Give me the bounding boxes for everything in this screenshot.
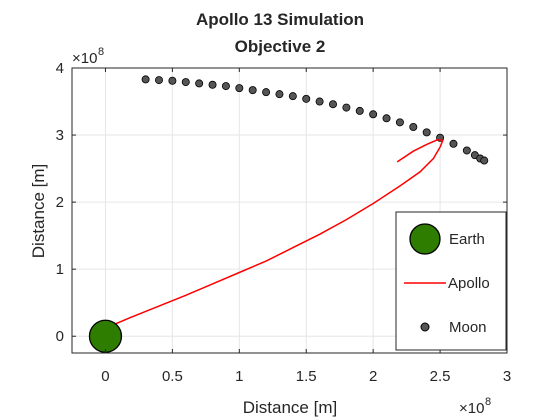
y-multiplier-exponent: 8 (98, 46, 104, 58)
moon-point (221, 82, 230, 91)
moon-point (480, 156, 489, 165)
legend-earth-label: Earth (449, 231, 485, 248)
moon-point (382, 114, 391, 123)
x-tick-label: 3 (503, 368, 511, 385)
moon-point (168, 76, 177, 85)
x-tick-label: 1.5 (296, 368, 317, 385)
x-axis-label: Distance [m] (243, 398, 337, 417)
legend-moon-label: Moon (449, 319, 487, 336)
plot-area (88, 75, 489, 353)
y-tick-label: 0 (56, 328, 64, 345)
x-multiplier: ×10 8 (459, 396, 491, 417)
y-tick-label: 4 (56, 60, 64, 77)
chart-subtitle: Objective 2 (235, 37, 326, 56)
moon-point (422, 128, 431, 137)
x-tick-label: 2 (369, 368, 377, 385)
earth-point (88, 319, 123, 353)
y-tick-label: 3 (56, 127, 64, 144)
x-multiplier-exponent: 8 (485, 396, 491, 408)
legend-earth-marker (409, 223, 441, 255)
legend-apollo-label: Apollo (448, 275, 490, 292)
apollo-line (109, 139, 444, 329)
y-multiplier-base: ×10 (72, 50, 97, 67)
moon-point (369, 110, 378, 119)
moon-point (248, 86, 257, 95)
moon-point (302, 94, 311, 103)
y-axis-label: Distance [m] (29, 164, 48, 258)
moon-point (462, 146, 471, 155)
moon-point (409, 123, 418, 132)
x-tick-label: 1 (235, 368, 243, 385)
x-tick-label: 0.5 (162, 368, 183, 385)
moon-point (262, 88, 271, 97)
moon-point (288, 92, 297, 101)
moon-point (141, 75, 150, 84)
legend-moon-marker (420, 322, 430, 332)
moon-point (342, 103, 351, 112)
moon-point (275, 90, 284, 99)
y-tick-label: 1 (56, 261, 64, 278)
x-tick-label: 2.5 (430, 368, 451, 385)
moon-point (449, 139, 458, 148)
y-multiplier: ×10 8 (72, 46, 104, 67)
x-multiplier-base: ×10 (459, 400, 484, 417)
chart-title: Apollo 13 Simulation (196, 10, 364, 29)
y-tick-label: 2 (56, 194, 64, 211)
legend: Earth Apollo Moon (395, 211, 507, 351)
moon-point (315, 97, 324, 106)
moon-point (395, 118, 404, 127)
moon-point (328, 100, 337, 109)
moon-point (208, 80, 217, 89)
moon-point (355, 106, 364, 115)
x-tick-label: 0 (101, 368, 109, 385)
moon-point (181, 78, 190, 87)
moon-point (154, 76, 163, 85)
axes-box (71, 67, 508, 354)
moon-point (195, 79, 204, 88)
moon-point (235, 84, 244, 93)
